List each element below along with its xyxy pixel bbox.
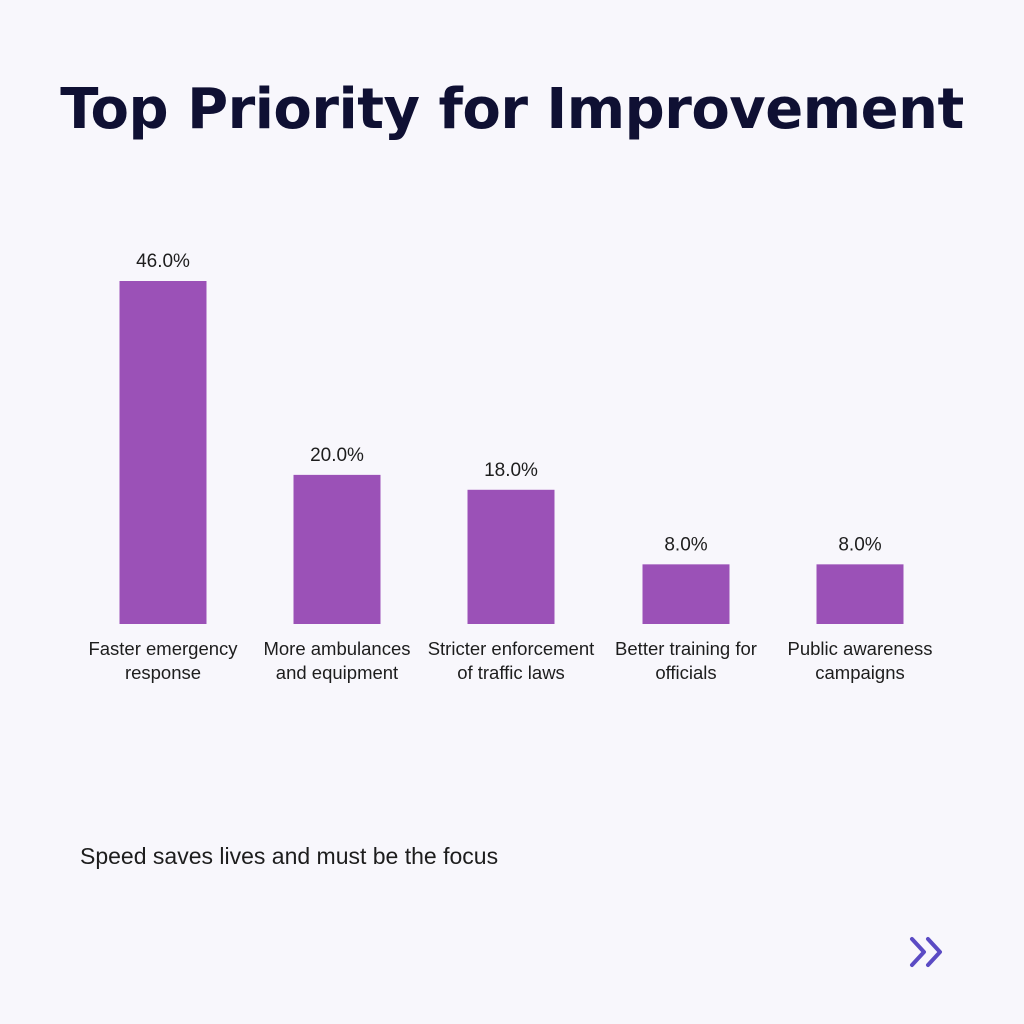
- bar-4: [642, 564, 730, 624]
- bar-2: [293, 474, 381, 624]
- category-label-5: Public awareness campaigns: [787, 638, 933, 683]
- category-label-4: Better training for officials: [615, 638, 757, 683]
- bar-value-label-5: 8.0%: [838, 534, 881, 555]
- bar-value-label-3: 18.0%: [484, 460, 538, 481]
- bar-value-label-4: 8.0%: [664, 534, 707, 555]
- category-label-3: Stricter enforcement of traffic laws: [427, 638, 595, 683]
- bar-chart: 46.0% 20.0% 18.0% 8.0% 8.0%: [119, 251, 904, 624]
- bar-5: [816, 564, 904, 624]
- bar-1: [119, 281, 207, 624]
- double-chevron-right-icon: [910, 937, 942, 967]
- bar-3: [467, 489, 555, 624]
- category-label-1: Faster emergency response: [88, 638, 238, 683]
- next-slide-button[interactable]: [906, 932, 950, 972]
- chart-caption: Speed saves lives and must be the focus: [80, 843, 499, 869]
- category-label-2: More ambulances and equipment: [263, 638, 411, 683]
- bar-value-label-2: 20.0%: [310, 445, 364, 466]
- bar-value-label-1: 46.0%: [136, 251, 190, 272]
- chart-title: Top Priority for Improvement: [60, 77, 964, 142]
